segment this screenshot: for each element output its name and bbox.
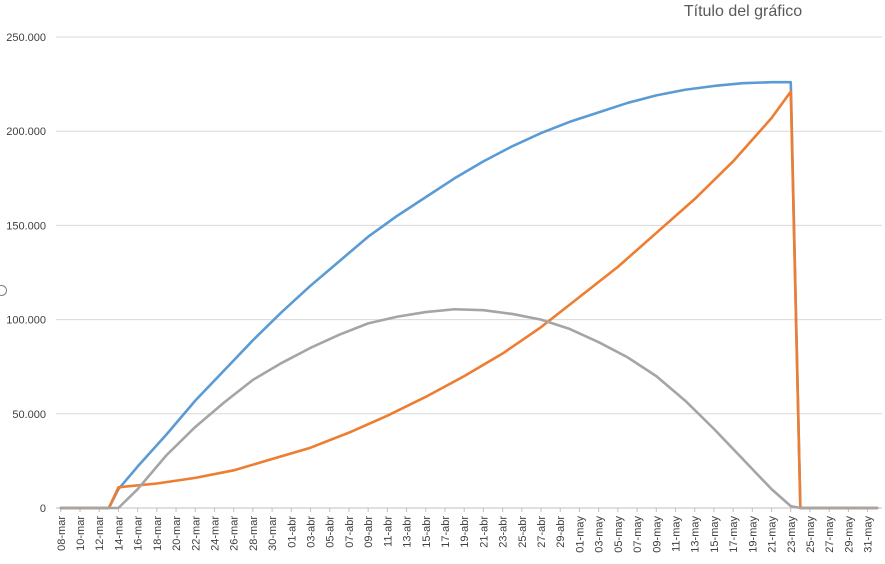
selection-handle[interactable] [0,285,7,296]
x-tick-label: 10-mar [75,516,87,551]
x-tick-label: 15-may [709,516,721,553]
x-tick-label: 17-may [728,516,740,553]
x-tick-label: 03-abr [306,516,318,548]
series-1-line [59,80,879,510]
y-tick-label: 200.000 [6,126,46,138]
x-tick-label: 09-abr [363,516,375,548]
y-tick-label: 50.000 [12,409,46,421]
x-tick-label: 01-may [574,516,586,553]
x-tick-label: 27-abr [536,516,548,548]
x-tick-label: 11-abr [382,516,394,547]
x-tick-label: 24-mar [209,516,221,551]
x-tick-label: 29-abr [555,516,567,548]
x-tick-label: 21-may [767,516,779,553]
x-tick-label: 13-abr [402,516,414,548]
series-2-line [59,90,879,510]
x-tick-label: 20-mar [171,516,183,551]
x-tick-label: 25-abr [517,516,529,548]
x-tick-label: 07-may [632,516,644,553]
x-tick-label: 29-may [843,516,855,553]
x-tick-label: 11-may [671,516,683,552]
x-tick-label: 03-may [594,516,606,553]
x-tick-label: 01-abr [286,516,298,548]
x-tick-label: 08-mar [56,516,68,551]
y-tick-label: 100.000 [6,315,46,327]
x-tick-label: 14-mar [113,516,125,551]
y-axis: 0 50.000 100.000 150.000 200.000 250.000 [6,32,46,515]
x-tick-label: 19-abr [459,516,471,548]
x-tick-label: 12-mar [94,516,106,551]
x-tick-label: 30-mar [267,516,279,551]
x-axis: 08-mar 10-mar 12-mar 14-mar 16-mar 18-mar 20-m… [56,508,875,553]
chart-title: Título del gráfico [684,3,802,20]
series-3-line [59,307,879,510]
x-tick-label: 31-may [863,516,875,553]
x-tick-label: 23-abr [498,516,510,548]
x-tick-label: 05-may [613,516,625,553]
x-tick-label: 16-mar [133,516,145,551]
gridlines [56,36,882,509]
x-tick-label: 22-mar [190,516,202,551]
x-tick-label: 13-may [690,516,702,553]
x-tick-label: 07-abr [344,516,356,548]
x-tick-label: 23-may [786,516,798,553]
x-tick-label: 25-may [805,516,817,553]
x-tick-label: 21-abr [478,516,490,548]
x-tick-label: 19-may [747,516,759,553]
series-lines [59,80,879,510]
y-tick-label: 250.000 [6,32,46,44]
x-tick-label: 15-abr [421,516,433,548]
x-tick-label: 17-abr [440,516,452,548]
x-tick-label: 28-mar [248,516,260,551]
x-tick-label: 18-mar [152,516,164,551]
x-tick-label: 05-abr [325,516,337,548]
y-tick-label: 0 [40,503,46,515]
x-tick-label: 26-mar [229,516,241,551]
y-tick-label: 150.000 [6,220,46,232]
x-tick-label: 09-may [651,516,663,553]
x-tick-label: 27-may [824,516,836,553]
